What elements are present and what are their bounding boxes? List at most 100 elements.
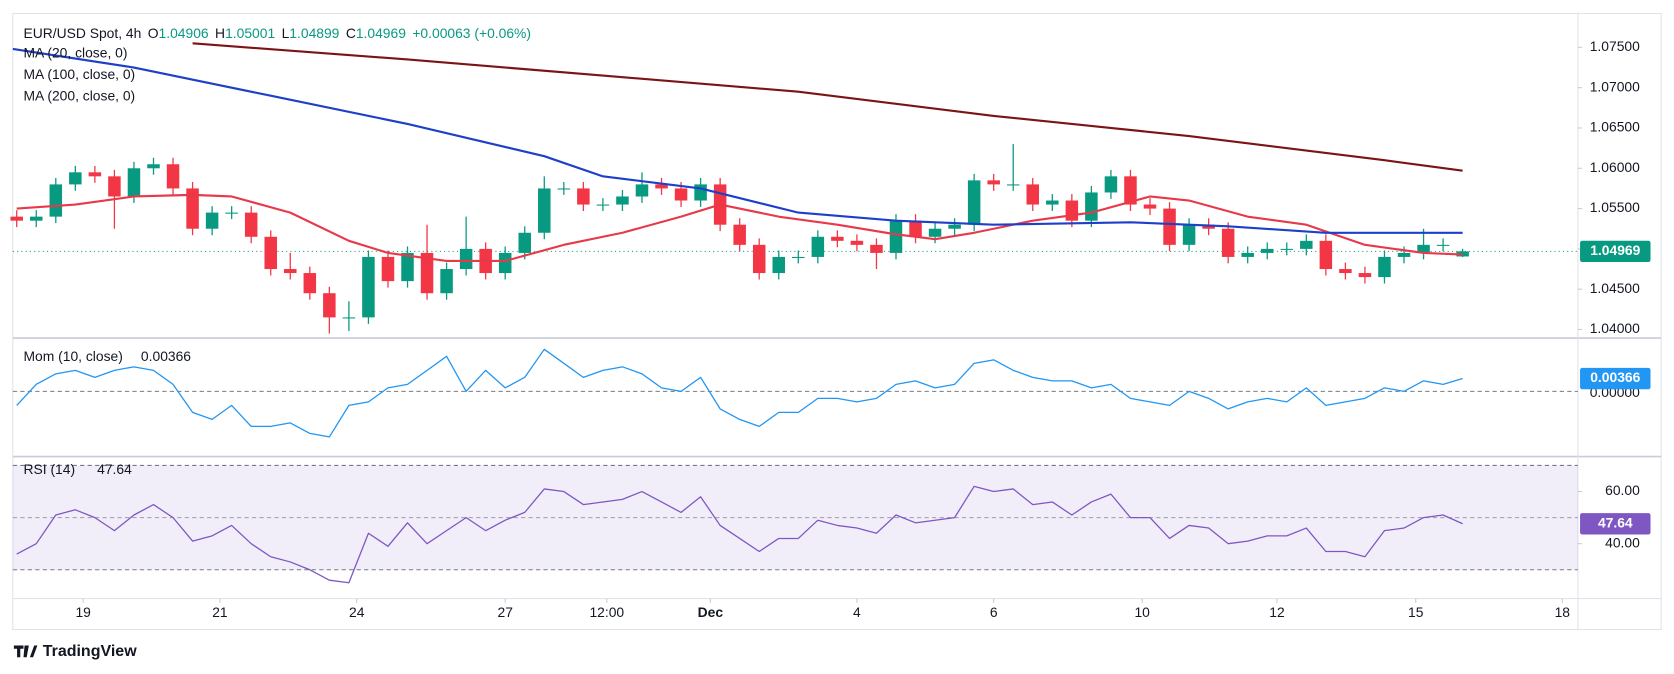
candle-body bbox=[10, 216, 23, 221]
candle-body bbox=[831, 236, 844, 241]
candle-body bbox=[850, 240, 864, 245]
candle-body bbox=[205, 212, 219, 229]
header-item: +0.00063 (+0.06%) bbox=[412, 24, 531, 40]
moving-average bbox=[12, 47, 1463, 234]
candle-body bbox=[1006, 184, 1020, 186]
x-tick-label: 24 bbox=[349, 604, 365, 620]
candle-body bbox=[362, 256, 375, 318]
candle-body bbox=[186, 188, 199, 229]
candle-body bbox=[166, 164, 180, 189]
candle-body bbox=[928, 228, 942, 237]
candle-body bbox=[244, 212, 258, 237]
y-tick-label: 1.06000 bbox=[1590, 159, 1640, 175]
candle-body bbox=[401, 252, 414, 282]
last-price-label: 1.04969 bbox=[1590, 242, 1640, 258]
candle-body bbox=[381, 256, 395, 282]
candle-body bbox=[342, 317, 356, 319]
rsi-tag bbox=[1580, 513, 1651, 535]
x-tick-label: 21 bbox=[212, 604, 228, 620]
candle-body bbox=[88, 172, 102, 177]
candle-body bbox=[733, 224, 746, 245]
candle-body bbox=[1182, 224, 1196, 245]
candle-body bbox=[1026, 184, 1040, 205]
x-tick-label: 12:00 bbox=[589, 604, 624, 620]
candle-body bbox=[147, 164, 160, 169]
header-item: H bbox=[215, 24, 225, 40]
candle-body bbox=[635, 184, 649, 197]
overlay: MA (20, close, 0) MA (100, close, 0) MA (2… bbox=[23, 24, 1651, 535]
header-item: 1.04899 bbox=[289, 24, 339, 40]
candle-body bbox=[1339, 269, 1352, 274]
candle-body bbox=[1241, 252, 1254, 257]
candle-body bbox=[909, 220, 922, 237]
candle-body bbox=[1143, 204, 1157, 209]
indicator-value: 47.64 bbox=[97, 461, 132, 477]
candle-body bbox=[1319, 240, 1333, 270]
candle-body bbox=[596, 204, 610, 206]
y-tick-label: 40.00 bbox=[1605, 534, 1640, 550]
y-tick-label: 1.06500 bbox=[1590, 119, 1640, 135]
candle-body bbox=[1280, 248, 1294, 250]
candle-body bbox=[1085, 192, 1098, 221]
candle-body bbox=[889, 220, 903, 253]
candle-body bbox=[752, 244, 766, 274]
candle-body bbox=[948, 224, 961, 229]
brand: TradingView bbox=[43, 643, 138, 660]
candle-body bbox=[577, 188, 590, 205]
x-tick-label: 4 bbox=[853, 604, 861, 620]
x-tick-label: 12 bbox=[1269, 604, 1285, 620]
candle-body bbox=[1104, 176, 1118, 193]
candle-body bbox=[420, 252, 434, 294]
candle-body bbox=[323, 293, 336, 318]
legend-entry: MA (20, close, 0) bbox=[23, 45, 127, 61]
header-item: 1.05001 bbox=[225, 24, 275, 40]
candle-body bbox=[108, 176, 121, 197]
momentum-tag-label: 0.00366 bbox=[1590, 369, 1640, 385]
candle-body bbox=[557, 188, 571, 190]
y-tick-label: 60.00 bbox=[1605, 482, 1640, 498]
indicator-value: 0.00366 bbox=[141, 348, 191, 364]
candle-body bbox=[1163, 208, 1176, 245]
candle-body bbox=[30, 216, 43, 221]
candle-body bbox=[518, 232, 531, 253]
candle-body bbox=[1358, 273, 1372, 278]
moving-average bbox=[192, 42, 1463, 172]
candle-body bbox=[1202, 224, 1215, 229]
candle-body bbox=[616, 196, 629, 205]
candle-body bbox=[792, 256, 805, 259]
candle-body bbox=[655, 184, 668, 189]
candle-body bbox=[967, 180, 981, 225]
x-tick-label: 15 bbox=[1408, 604, 1424, 620]
last-price-tag bbox=[1580, 240, 1651, 263]
header-item: EUR/USD Spot, 4h bbox=[23, 24, 141, 40]
y-tick-label: 1.05500 bbox=[1590, 199, 1640, 215]
y-tick-label: 1.07000 bbox=[1590, 78, 1640, 94]
candle-body bbox=[1065, 200, 1079, 221]
indicator-name: Mom (10, close) bbox=[23, 348, 122, 364]
header-item: L bbox=[282, 24, 290, 40]
candle-body bbox=[498, 252, 512, 274]
frame bbox=[12, 12, 1662, 631]
candle-body bbox=[459, 248, 473, 270]
y-tick-label: 1.04000 bbox=[1590, 320, 1640, 336]
candle-body bbox=[440, 269, 453, 294]
candle-body bbox=[69, 172, 82, 185]
legend-entry: MA (100, close, 0) bbox=[23, 66, 135, 82]
candle-body bbox=[538, 188, 551, 233]
rsi-line bbox=[16, 485, 1463, 584]
header-item: 1.04906 bbox=[159, 24, 209, 40]
header: EUR/USD Spot, 4h O1.04906 H1.05001 L1.04899… bbox=[23, 24, 531, 40]
candle-body bbox=[127, 168, 141, 197]
candle-body bbox=[1397, 252, 1411, 257]
candle-body bbox=[303, 273, 317, 294]
candle-body bbox=[1046, 200, 1059, 205]
indicator-name: RSI (14) bbox=[23, 461, 75, 477]
header-item: O bbox=[148, 24, 159, 40]
y-tick-label: 1.04500 bbox=[1590, 280, 1640, 296]
candle-body bbox=[284, 269, 297, 274]
candle-body bbox=[1260, 248, 1274, 253]
legend-entry: MA (200, close, 0) bbox=[23, 87, 135, 103]
x-tick-label: 27 bbox=[497, 604, 513, 620]
plot-area: 19 21 24 27 12:00 Dec 4 6 10 12 15 18 1.04000 1.04500… bbox=[10, 38, 1640, 620]
